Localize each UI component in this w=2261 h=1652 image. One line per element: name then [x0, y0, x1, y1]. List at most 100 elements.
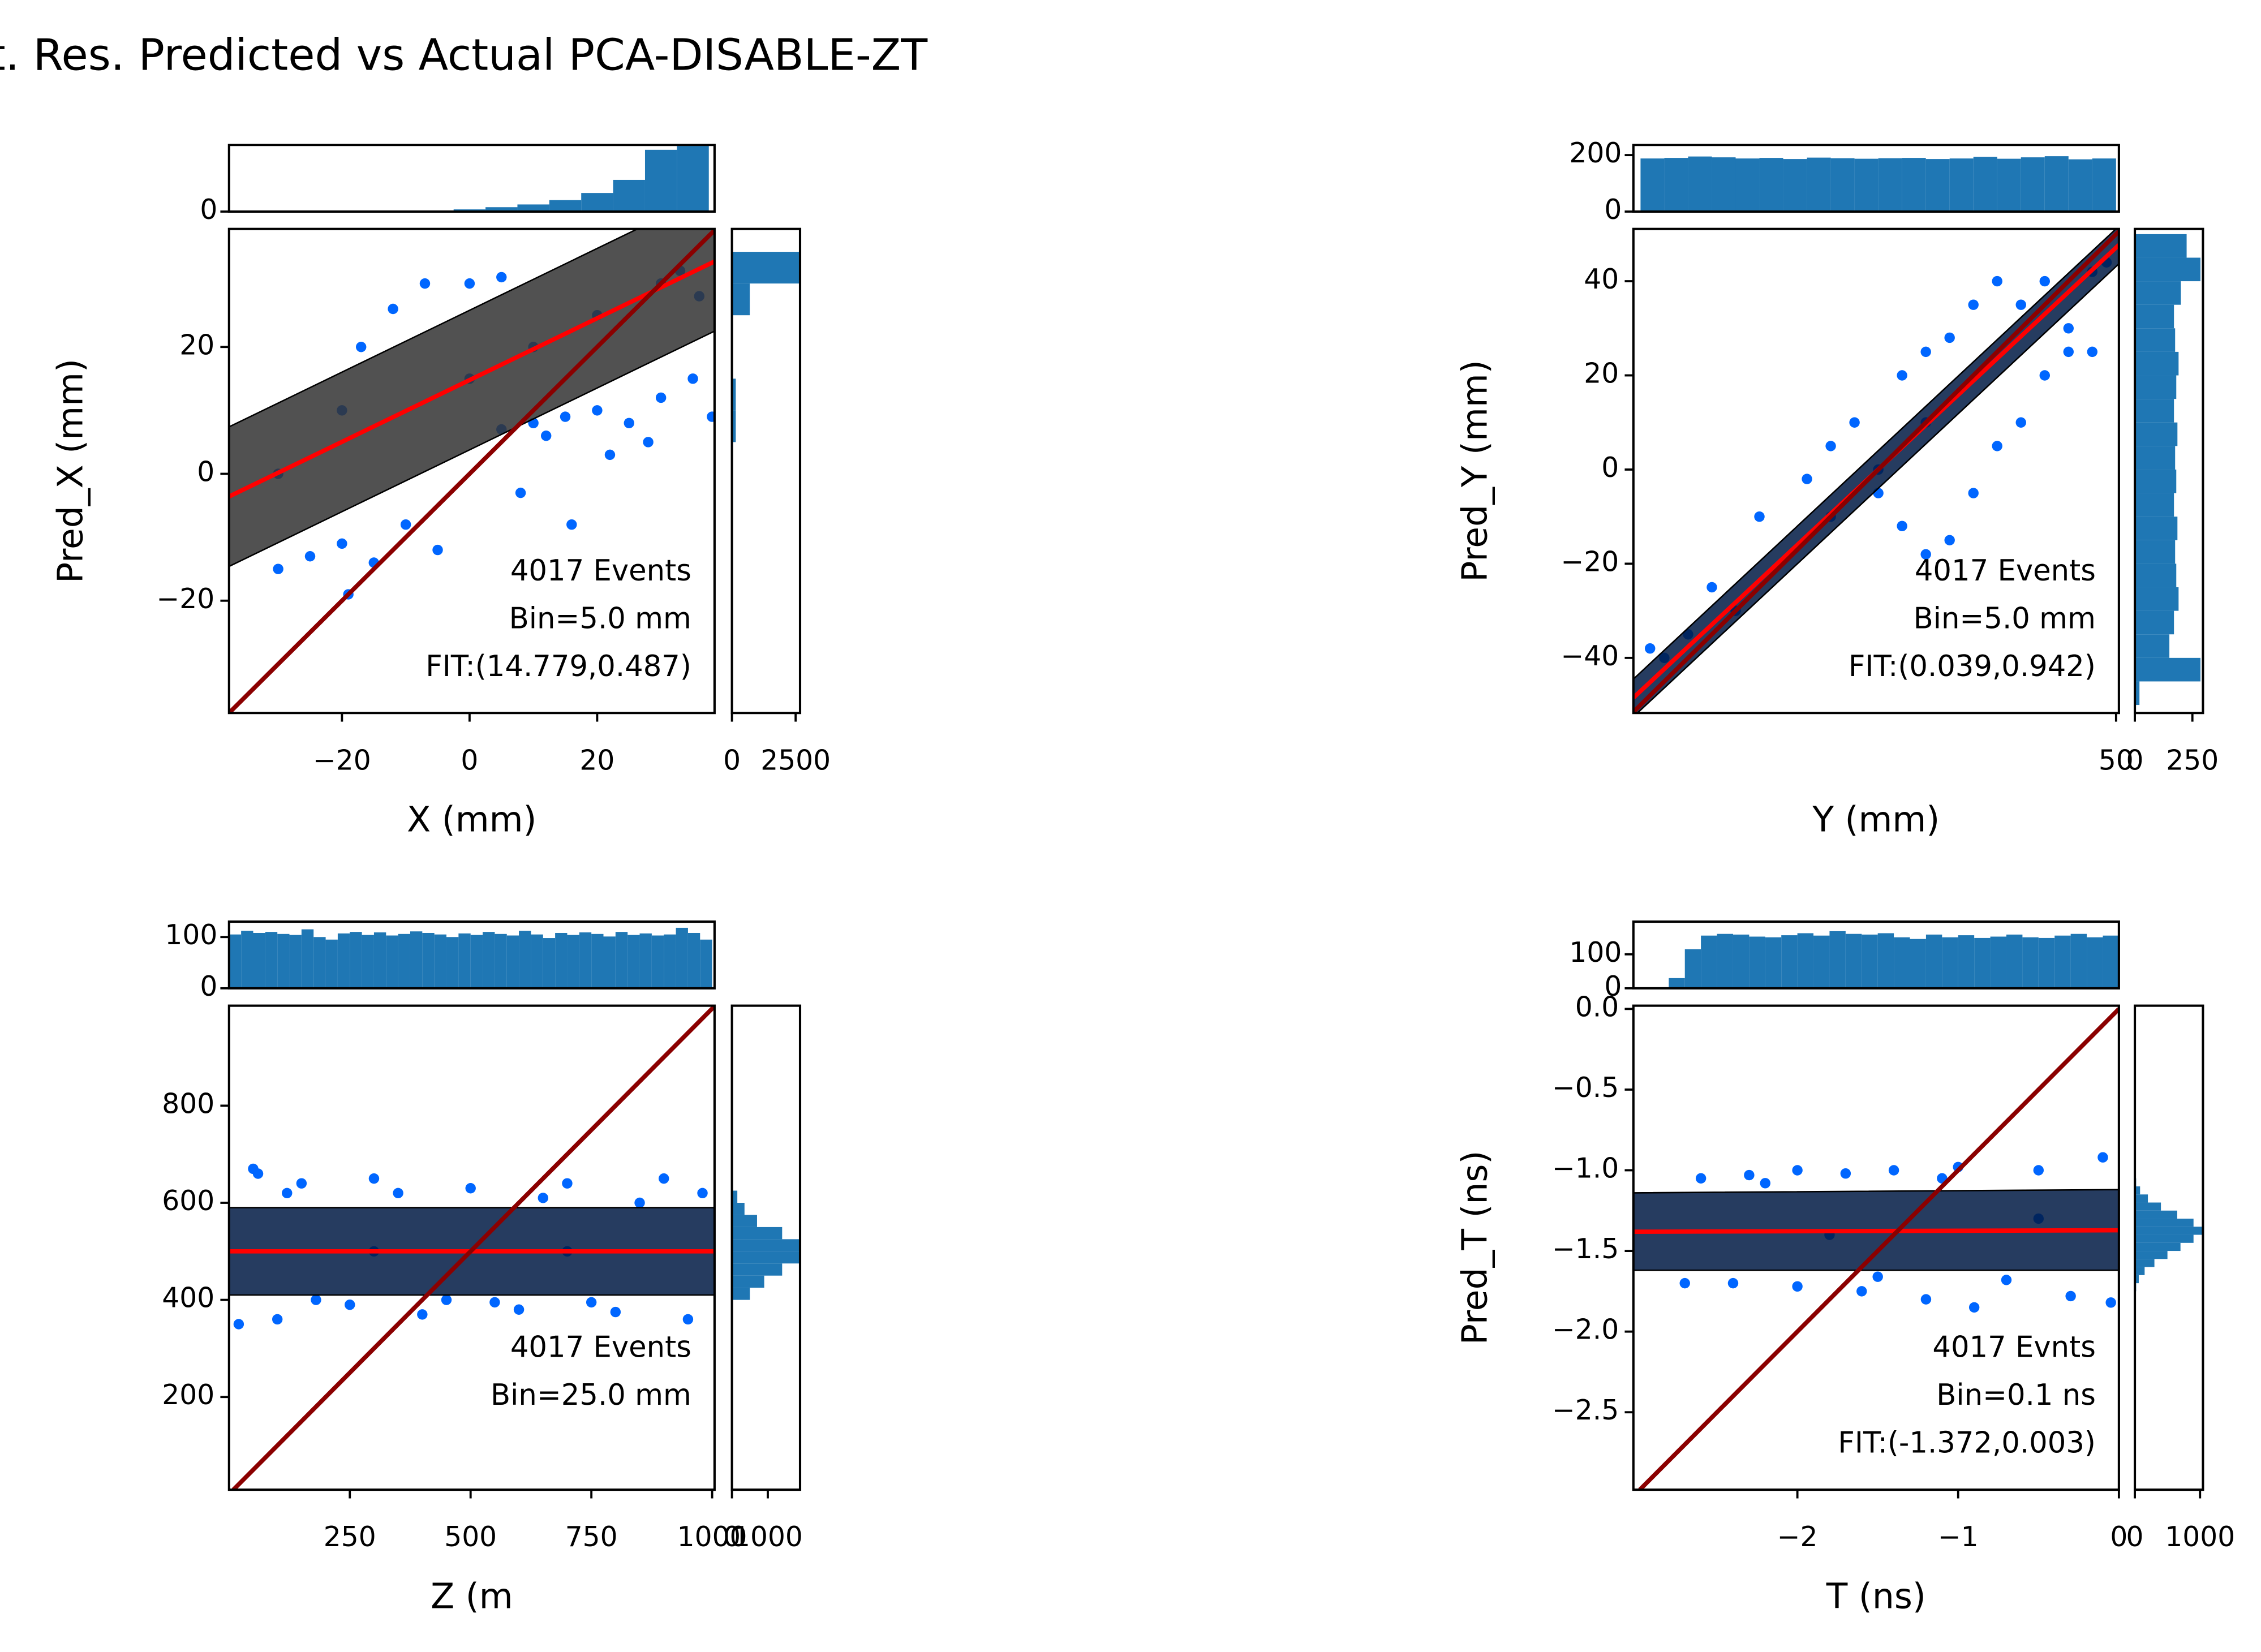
x-tick-label: −20 [313, 745, 371, 776]
hist-bar [2135, 328, 2176, 352]
point [682, 1314, 694, 1325]
point [1968, 488, 1979, 498]
point [1754, 511, 1765, 522]
plot-area [229, 1005, 715, 1490]
hist-bar [2135, 1186, 2140, 1195]
hist-bar [1807, 157, 1831, 212]
x-tick-label: 0 [2126, 745, 2144, 776]
point [2097, 1152, 2108, 1163]
hist-bar [2070, 933, 2087, 988]
axes-frame [1632, 1004, 2120, 1491]
point [687, 373, 698, 384]
y-tick-label: −20 [157, 583, 215, 615]
hist-bar [1669, 978, 1685, 988]
point [496, 272, 507, 283]
point [1679, 1277, 1690, 1289]
point [1825, 441, 1836, 451]
identity-line [231, 1005, 715, 1490]
x-axis-label: T (ns) [1826, 1576, 1926, 1616]
annotation: FIT:(0.039,0.942) [1849, 649, 2096, 683]
point [1992, 276, 2002, 287]
point [432, 544, 443, 556]
hist-bar [2135, 1219, 2194, 1227]
hist-bar [1712, 157, 1736, 212]
hist-bar [1640, 158, 1665, 212]
point [562, 1178, 573, 1189]
point [566, 519, 577, 530]
x-tick-label: 250 [2166, 745, 2219, 776]
annotation: Bin=25.0 mm [491, 1378, 691, 1412]
hist-bar [603, 936, 616, 988]
hist-bar [567, 935, 579, 988]
y-tick-label: 200 [1569, 137, 1622, 169]
hist-bar [1797, 933, 1814, 988]
hist-bar [2135, 304, 2174, 329]
hist-bar [517, 204, 549, 212]
hist-bar [2135, 1210, 2177, 1219]
hist-bar [1783, 159, 1807, 212]
y-tick-label: −2.5 [1552, 1395, 1619, 1426]
hist-bar [446, 937, 459, 988]
hist-frame [2134, 227, 2204, 715]
point [1897, 520, 1907, 532]
y-tick-label: 0.0 [1575, 991, 1619, 1023]
x-tick-label: 0 [2110, 1521, 2127, 1553]
hist-bar [2135, 517, 2178, 540]
hist-bar [732, 410, 736, 442]
point [2001, 1275, 2012, 1285]
hist-bar [2135, 1251, 2168, 1259]
point [1920, 1294, 1932, 1305]
hist-bar [1830, 158, 1855, 212]
y-tick-label: 0 [200, 971, 217, 1003]
hist-bar [581, 193, 613, 212]
point [697, 1188, 708, 1199]
x-tick-label: 1000 [2165, 1521, 2235, 1553]
hist-bar [362, 935, 374, 988]
hist-bar [1749, 936, 1765, 988]
y-tick-label: −0.5 [1552, 1072, 1619, 1104]
top-hist [1640, 156, 2116, 212]
hist-bar [2006, 934, 2023, 988]
hist-frame [227, 920, 716, 990]
hist-bar [2135, 375, 2177, 399]
point [2105, 1297, 2116, 1308]
hist-bar [2135, 422, 2178, 446]
hist-bar [555, 932, 568, 988]
point [1920, 346, 1931, 358]
point [513, 1304, 525, 1315]
point [1707, 582, 1717, 593]
hist-bar [732, 1227, 783, 1240]
hist-bar [398, 933, 410, 988]
x-tick-label: 1000 [677, 1521, 747, 1553]
y-tick-label: 0 [197, 457, 214, 488]
fit-line [229, 259, 715, 499]
y-tick-label: 800 [162, 1088, 214, 1120]
hist-bar [1894, 937, 1910, 988]
hist-bar [350, 932, 362, 988]
hist-bar [2135, 493, 2174, 517]
hist-bar [1684, 949, 1701, 988]
hist-bar [591, 933, 604, 988]
hist-bar [2135, 446, 2176, 470]
y-tick-label: 0 [200, 194, 217, 226]
x-tick-label: 2500 [760, 745, 831, 776]
hist-bar [543, 938, 556, 988]
hist-bar [2135, 1267, 2145, 1275]
hist-bar [1688, 156, 1712, 212]
point [2063, 323, 2074, 334]
hist-bar [410, 931, 423, 988]
annotation: Bin=5.0 mm [1914, 601, 2096, 635]
hist-bar [483, 932, 495, 988]
y-tick-label: 0 [1604, 971, 1622, 1003]
hist-bar [627, 935, 640, 988]
hist-bar [313, 937, 326, 988]
hist-bar [732, 1239, 800, 1251]
hist-bar [2135, 1234, 2194, 1243]
point [707, 411, 715, 422]
y-tick-label: 600 [162, 1185, 214, 1217]
y-tick-label: 400 [162, 1283, 214, 1314]
hist-bar [2087, 937, 2103, 988]
point [311, 1294, 321, 1305]
hist-frame [1632, 144, 2120, 213]
